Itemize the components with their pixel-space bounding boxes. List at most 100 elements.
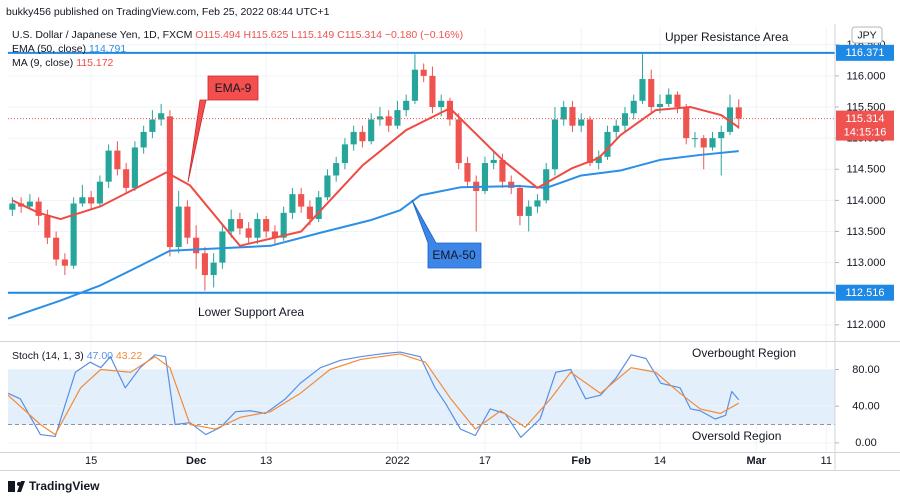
- candle-body: [341, 144, 348, 164]
- candle-body: [586, 119, 594, 164]
- countdown-label: 14:15:16: [844, 127, 887, 139]
- indicator-line: [11, 106, 740, 247]
- byline: bukky456 published on TradingView.com, F…: [6, 6, 330, 18]
- symbol-title: U.S. Dollar / Japanese Yen, 1D, FXCM: [12, 29, 192, 41]
- x-tick-label: Feb: [571, 455, 591, 467]
- candle-body: [656, 103, 664, 108]
- ema9-callout: [187, 75, 259, 183]
- support-label: Lower Support Area: [198, 305, 304, 319]
- candle-body: [324, 175, 331, 198]
- candle-body: [551, 119, 559, 170]
- data-layer: [7, 51, 835, 438]
- legend-ma-value: 115.172: [76, 57, 113, 69]
- candle-body: [271, 231, 278, 238]
- ema50-callout: [411, 199, 482, 269]
- ohlc-close: C115.314: [337, 29, 382, 41]
- candle-body: [359, 131, 366, 142]
- candle-body: [140, 131, 147, 148]
- candle-body: [123, 169, 130, 188]
- x-tick-label: 15: [85, 455, 97, 467]
- candle-body: [114, 150, 121, 170]
- candle-body: [639, 79, 646, 101]
- ema50-label: EMA-50: [432, 248, 476, 262]
- candle-body: [193, 237, 200, 254]
- axis-layer: 112.000112.500113.000113.500114.000114.5…: [85, 39, 894, 467]
- legend-symbol: U.S. Dollar / Japanese Yen, 1D, FXCM O11…: [12, 29, 463, 41]
- legend-stoch: Stoch (14, 1, 3) 47.00 43.22: [12, 350, 142, 362]
- candle-body: [368, 119, 375, 142]
- candle-body: [9, 203, 16, 210]
- oversold-label: Oversold Region: [692, 429, 781, 443]
- y-tick-label: 40.00: [852, 401, 880, 413]
- ohlc-low: L115.149: [291, 29, 334, 41]
- candle-body: [420, 69, 427, 76]
- currency-badge[interactable]: [851, 26, 883, 44]
- x-tick-label: Mar: [746, 455, 766, 467]
- brand-logo: [8, 481, 25, 492]
- level-badge: [836, 44, 894, 61]
- candle-body: [718, 131, 725, 139]
- candle-body: [96, 181, 103, 204]
- candle-body: [438, 100, 445, 108]
- candle-body: [88, 197, 95, 204]
- x-tick-label: 17: [479, 455, 491, 467]
- last-price-label: 115.314: [846, 113, 885, 125]
- indicator-line: [7, 351, 740, 438]
- ohlc-open: O115.494: [195, 29, 241, 41]
- candle-body: [254, 219, 261, 238]
- candle-body: [534, 200, 541, 207]
- candle-body: [578, 119, 585, 126]
- candle-body: [516, 187, 524, 216]
- candle-body: [429, 75, 436, 108]
- x-tick-label: 11: [821, 455, 832, 467]
- overbought-label: Overbought Region: [692, 346, 796, 360]
- candle-body: [44, 215, 51, 238]
- candle-body: [630, 100, 637, 114]
- candle-body: [385, 116, 392, 126]
- ohlc-high: H115.625: [244, 29, 289, 41]
- candle-body: [35, 201, 42, 216]
- legend-stoch-name: Stoch (14, 1, 3): [12, 350, 84, 362]
- candle-body: [735, 107, 742, 119]
- legend-stoch-d: 43.22: [116, 350, 142, 362]
- x-tick-label: 2022: [385, 455, 409, 467]
- candle-body: [709, 138, 716, 148]
- candle-body: [289, 194, 296, 213]
- candle-body: [665, 94, 672, 104]
- candle-body: [376, 116, 383, 120]
- candle-body: [604, 131, 611, 157]
- candle-body: [315, 197, 322, 220]
- level-badge-label: 116.371: [846, 47, 885, 59]
- candle-body: [166, 116, 173, 248]
- legend-ema-value: 114.791: [89, 43, 126, 55]
- candle-body: [446, 100, 454, 120]
- logo-slash: [17, 481, 25, 492]
- candle-body: [79, 197, 86, 204]
- y-tick-label: 112.000: [847, 319, 886, 331]
- candle-body: [613, 125, 620, 132]
- candle-body: [569, 107, 576, 126]
- candle-body: [184, 206, 191, 238]
- candle-body: [131, 147, 138, 188]
- candle-body: [394, 110, 401, 126]
- y-tick-label: 80.00: [852, 364, 880, 376]
- currency-label: JPY: [857, 29, 876, 41]
- legend-stoch-k: 47.00: [87, 350, 113, 362]
- candle-body: [210, 262, 217, 276]
- legend-ma-name: MA (9, close): [12, 57, 73, 69]
- candle-body: [508, 181, 515, 188]
- indicator-line: [7, 150, 739, 320]
- candle-body: [26, 201, 33, 207]
- candle-body: [105, 150, 112, 182]
- candle-body: [70, 203, 77, 266]
- candle-body: [648, 79, 655, 108]
- candle-body: [595, 156, 602, 164]
- candle-body: [175, 206, 182, 248]
- brand-name: TradingView: [29, 479, 100, 493]
- legend-ema-name: EMA (50, close): [12, 43, 86, 55]
- candle-body: [263, 219, 270, 232]
- candle-body: [726, 107, 734, 132]
- candle-body: [691, 138, 699, 140]
- level-badge-label: 112.516: [846, 287, 885, 299]
